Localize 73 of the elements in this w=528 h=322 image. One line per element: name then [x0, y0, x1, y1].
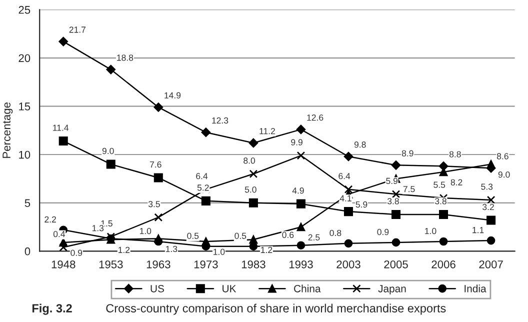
data-label: 0.8	[330, 230, 342, 236]
data-label: 3.8	[434, 198, 446, 204]
data-label: 5.5	[434, 182, 446, 188]
data-label: 4.9	[292, 187, 304, 194]
y-tick-label: 20	[18, 54, 30, 62]
data-label: 8.9	[402, 150, 414, 156]
data-label: 1.0	[214, 248, 225, 255]
y-tick-label: 5	[24, 199, 30, 207]
y-axis-title: Percentage	[2, 102, 13, 158]
legend-label: India	[464, 284, 486, 292]
data-label: 1.0	[140, 228, 152, 234]
data-label: 9.8	[354, 142, 366, 148]
data-label: 1.2	[118, 246, 130, 253]
y-tick-label: 15	[19, 102, 30, 110]
data-label: 1.2	[261, 246, 272, 253]
data-label: 3.5	[148, 201, 160, 208]
legend-label: China	[294, 284, 321, 292]
data-label: 9.9	[291, 139, 302, 146]
x-tick-label: 1948	[52, 260, 76, 268]
caption: Fig. 3.2	[32, 304, 72, 315]
data-label: 9.0	[102, 148, 114, 154]
data-label: 12.3	[212, 117, 228, 124]
y-tick-label: 10	[19, 150, 30, 159]
data-label: 8.8	[449, 151, 461, 158]
x-tick-label: 2005	[384, 260, 408, 268]
data-label: 0.4	[53, 230, 66, 238]
y-tick-label: 0	[24, 247, 30, 256]
data-label: 18.8	[117, 54, 134, 61]
x-tick-label: 2007	[479, 260, 503, 268]
x-tick-label: 1963	[146, 260, 170, 268]
data-label: 9.0	[498, 171, 510, 178]
x-tick-label: 2006	[432, 260, 456, 268]
x-tick-label: 1953	[99, 260, 123, 268]
legend-label: US	[150, 284, 164, 292]
data-label: 6.4	[338, 172, 350, 180]
x-tick-label: 2003	[336, 260, 360, 268]
legend-label: Japan	[378, 285, 406, 294]
data-label: 0.5	[234, 232, 246, 239]
data-label: 2.2	[44, 216, 56, 222]
data-label: 1.1	[472, 227, 484, 234]
data-label: 5.2	[197, 184, 209, 191]
x-tick-label: 1993	[289, 260, 313, 268]
data-label: 5.9	[356, 201, 368, 208]
data-label: 11.2	[260, 128, 275, 134]
data-label: 1.3	[166, 246, 178, 252]
data-label: 6.4	[196, 172, 208, 180]
data-label: 12.6	[307, 114, 324, 121]
data-label: 11.4	[53, 124, 69, 131]
y-tick-label: 25	[18, 6, 30, 14]
data-label: 0.9	[377, 228, 389, 236]
data-label: 1.0	[425, 228, 436, 234]
data-label: 21.7	[69, 26, 86, 33]
data-label: 8.2	[450, 179, 462, 186]
text: Cross-country comparison of share in world merchandise exports	[106, 304, 446, 315]
x-tick-label: 1973	[194, 260, 218, 268]
data-label: 7.6	[150, 161, 162, 168]
data-label: 0.9	[70, 250, 82, 256]
data-label: 8.6	[496, 153, 508, 160]
data-label: 5.3	[481, 184, 493, 190]
data-label: 1.3	[92, 225, 104, 232]
data-label: 8.0	[244, 158, 256, 164]
data-label: 2.5	[308, 234, 320, 240]
data-label: 7.5	[403, 186, 415, 192]
data-label: 3.2	[482, 204, 494, 210]
data-label: 5.0	[244, 186, 256, 193]
data-label: 14.9	[164, 92, 181, 98]
legend-label: UK	[222, 285, 236, 292]
data-label: 0.6	[282, 232, 294, 238]
data-label: 4.1	[340, 195, 352, 202]
data-label: 0.5	[187, 232, 199, 239]
data-label: 5.9	[386, 178, 398, 184]
data-label: 3.8	[387, 198, 399, 204]
x-tick-label: 1983	[242, 260, 266, 268]
